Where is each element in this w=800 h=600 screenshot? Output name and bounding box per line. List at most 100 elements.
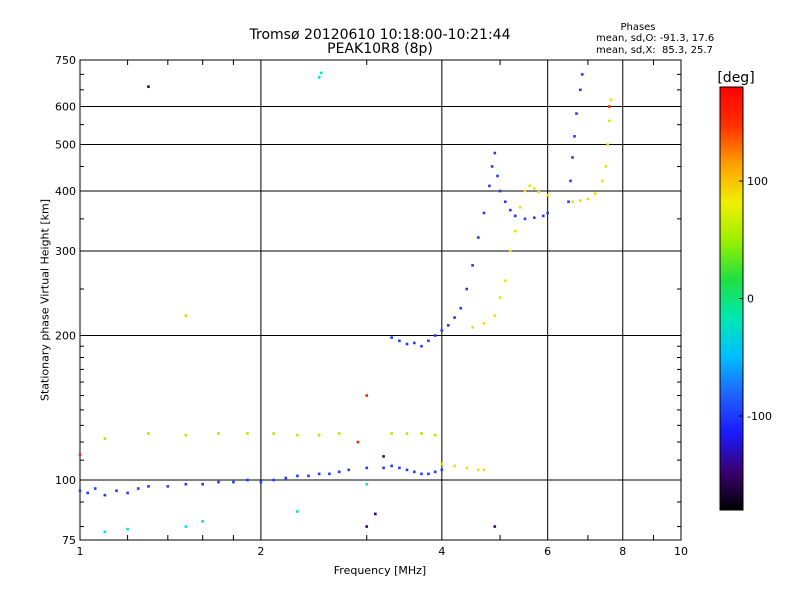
- data-point: [93, 487, 97, 490]
- plot-frame: [79, 59, 682, 541]
- data-point: [523, 217, 527, 221]
- y-tick-label: 75: [62, 534, 76, 547]
- x-tick-label: 10: [674, 545, 688, 558]
- data-point: [86, 491, 90, 495]
- phases-heading: Phases: [620, 22, 656, 33]
- data-point: [477, 236, 480, 239]
- data-point: [319, 71, 323, 75]
- data-point: [284, 476, 288, 480]
- colorbar-tick-label: 0: [747, 293, 754, 306]
- data-point: [571, 156, 574, 159]
- data-point: [471, 264, 474, 267]
- data-point: [259, 480, 263, 484]
- data-point: [537, 190, 541, 194]
- data-point: [374, 512, 377, 516]
- data-point: [503, 200, 507, 204]
- data-point: [518, 205, 522, 209]
- x-tick-label: 1: [77, 545, 84, 558]
- data-point: [296, 474, 299, 478]
- data-point: [465, 466, 469, 470]
- data-point: [103, 437, 107, 440]
- data-point: [365, 525, 369, 528]
- data-point: [465, 287, 469, 291]
- data-point: [567, 200, 570, 204]
- data-point: [365, 394, 369, 397]
- x-tick-label: 4: [438, 545, 445, 558]
- y-tick-label: 600: [55, 101, 76, 114]
- x-tick-label: 8: [619, 545, 626, 558]
- data-point: [580, 73, 584, 76]
- y-tick-label: 500: [55, 139, 76, 152]
- y-tick-label: 300: [55, 245, 76, 258]
- data-point: [147, 85, 150, 88]
- data-point: [317, 472, 321, 476]
- data-point: [546, 193, 549, 197]
- data-point: [488, 184, 491, 188]
- data-point: [513, 229, 517, 233]
- chart-title: Tromsø 20120610 10:18:00-10:21:44: [249, 27, 511, 43]
- data-point: [586, 197, 590, 201]
- data-point: [440, 329, 444, 332]
- data-point: [398, 466, 401, 470]
- data-point: [184, 525, 188, 528]
- data-point: [609, 98, 613, 101]
- data-point: [579, 88, 582, 92]
- data-point: [390, 336, 393, 339]
- data-point: [365, 482, 369, 486]
- data-point: [184, 314, 188, 317]
- data-point: [606, 143, 609, 146]
- data-point: [532, 216, 536, 219]
- data-point: [493, 314, 497, 317]
- colorbar-tick-label: -100: [747, 410, 772, 423]
- data-point: [307, 474, 310, 478]
- data-point: [420, 472, 423, 476]
- data-point: [493, 151, 497, 155]
- data-point: [337, 432, 341, 435]
- data-point: [103, 530, 107, 534]
- data-point: [405, 432, 409, 435]
- data-point: [427, 472, 430, 476]
- colorbar-label: [deg]: [717, 70, 755, 86]
- data-point: [546, 211, 549, 215]
- data-point: [571, 200, 574, 204]
- data-point: [498, 296, 502, 299]
- y-tick-label: 750: [55, 54, 76, 67]
- data-point: [115, 489, 118, 493]
- data-point: [453, 464, 456, 468]
- data-point: [509, 208, 512, 212]
- data-point: [184, 433, 188, 437]
- data-point: [440, 468, 444, 472]
- data-point: [493, 525, 497, 528]
- data-point: [482, 211, 486, 215]
- data-point: [272, 432, 275, 435]
- data-point: [498, 189, 502, 193]
- data-point: [471, 326, 474, 329]
- data-point: [575, 112, 578, 115]
- y-tick-label: 100: [55, 474, 76, 487]
- data-point: [296, 433, 299, 437]
- phases-o-stats: mean, sd,O: -91.3, 17.6: [596, 33, 715, 44]
- data-point: [390, 432, 393, 435]
- data-point: [365, 466, 369, 470]
- data-point: [523, 189, 527, 193]
- data-point: [246, 478, 249, 482]
- data-point: [201, 520, 204, 523]
- data-point: [528, 184, 531, 188]
- data-point: [317, 433, 321, 437]
- y-axis-label: Stationary phase Virtual Height [km]: [38, 198, 52, 402]
- data-point: [184, 482, 188, 486]
- data-point: [317, 76, 321, 79]
- data-point: [490, 165, 494, 168]
- data-point: [272, 478, 275, 482]
- data-point: [136, 487, 140, 490]
- data-point: [573, 135, 576, 138]
- data-point: [482, 468, 486, 472]
- data-point: [579, 199, 582, 202]
- data-point: [405, 468, 409, 472]
- data-point: [440, 462, 444, 466]
- data-point: [601, 179, 604, 183]
- data-point: [503, 279, 507, 283]
- data-point: [433, 470, 437, 474]
- data-point: [78, 489, 82, 493]
